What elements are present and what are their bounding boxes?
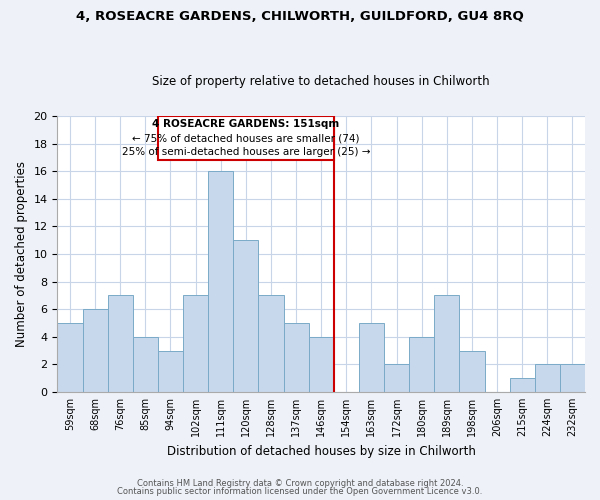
Bar: [284, 323, 308, 392]
Title: Size of property relative to detached houses in Chilworth: Size of property relative to detached ho…: [152, 76, 490, 88]
Bar: [158, 116, 334, 160]
Bar: [83, 309, 107, 392]
Text: Contains HM Land Registry data © Crown copyright and database right 2024.: Contains HM Land Registry data © Crown c…: [137, 478, 463, 488]
Bar: [107, 296, 133, 392]
Text: 4 ROSEACRE GARDENS: 151sqm: 4 ROSEACRE GARDENS: 151sqm: [152, 119, 340, 129]
Bar: [384, 364, 409, 392]
Text: ← 75% of detached houses are smaller (74): ← 75% of detached houses are smaller (74…: [132, 133, 359, 143]
Bar: [434, 296, 460, 392]
Bar: [233, 240, 259, 392]
Text: 4, ROSEACRE GARDENS, CHILWORTH, GUILDFORD, GU4 8RQ: 4, ROSEACRE GARDENS, CHILWORTH, GUILDFOR…: [76, 10, 524, 23]
X-axis label: Distribution of detached houses by size in Chilworth: Distribution of detached houses by size …: [167, 444, 476, 458]
Text: Contains public sector information licensed under the Open Government Licence v3: Contains public sector information licen…: [118, 487, 482, 496]
Bar: [308, 337, 334, 392]
Bar: [509, 378, 535, 392]
Bar: [359, 323, 384, 392]
Bar: [133, 337, 158, 392]
Bar: [409, 337, 434, 392]
Bar: [460, 350, 485, 392]
Bar: [560, 364, 585, 392]
Bar: [535, 364, 560, 392]
Y-axis label: Number of detached properties: Number of detached properties: [15, 161, 28, 347]
Bar: [183, 296, 208, 392]
Text: 25% of semi-detached houses are larger (25) →: 25% of semi-detached houses are larger (…: [122, 148, 370, 158]
Bar: [259, 296, 284, 392]
Bar: [158, 350, 183, 392]
Bar: [208, 171, 233, 392]
Bar: [58, 323, 83, 392]
